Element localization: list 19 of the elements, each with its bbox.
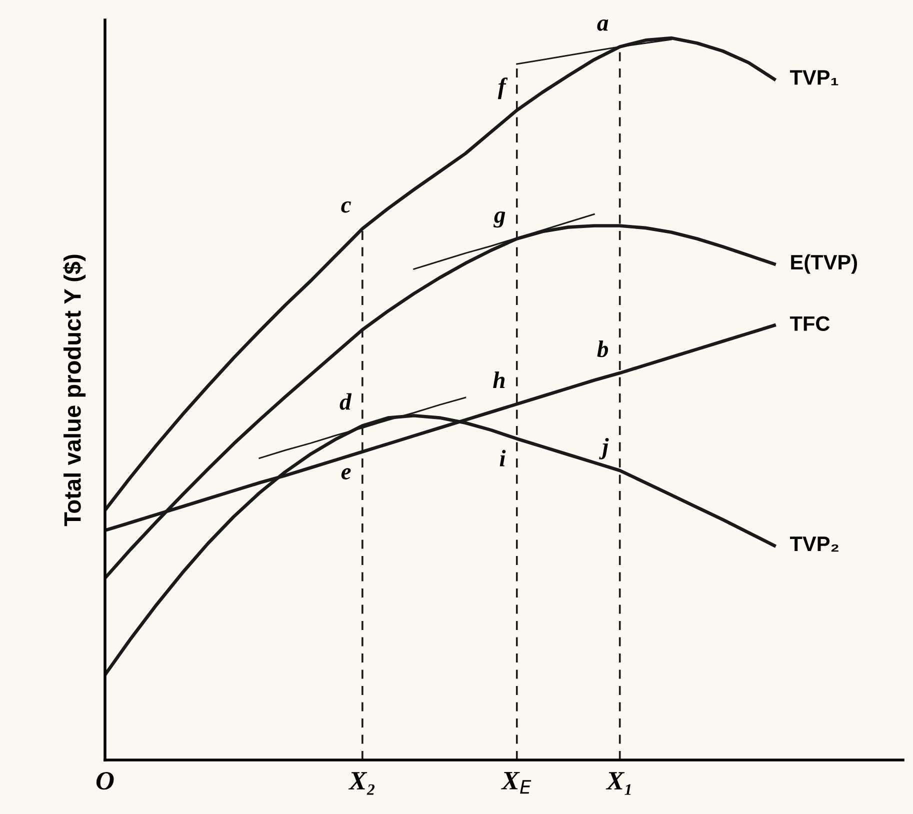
annotation: a xyxy=(597,19,608,31)
x-tick-label: X₂ xyxy=(348,772,375,795)
annotation: h xyxy=(493,372,505,388)
annotation: d xyxy=(340,393,352,410)
annotation: e xyxy=(341,468,351,480)
x-tick-label: X₁ xyxy=(606,772,631,795)
series-label: TVP₁ xyxy=(790,70,838,86)
annotation: f xyxy=(498,77,508,100)
y-axis-title: Total value product Y ($) xyxy=(63,254,86,526)
x-tick-label: X$_{E}$ xyxy=(501,772,532,794)
annotation: b xyxy=(597,340,608,358)
series-label: TVP₂ xyxy=(790,536,838,552)
annotation: i xyxy=(500,450,506,466)
annotation: j xyxy=(599,438,609,460)
series-label: TFC xyxy=(790,316,830,331)
series-label: E(TVP) xyxy=(791,254,857,274)
x-tick-label: O xyxy=(96,772,114,790)
annotation: g xyxy=(494,211,506,228)
annotation: c xyxy=(341,201,351,213)
